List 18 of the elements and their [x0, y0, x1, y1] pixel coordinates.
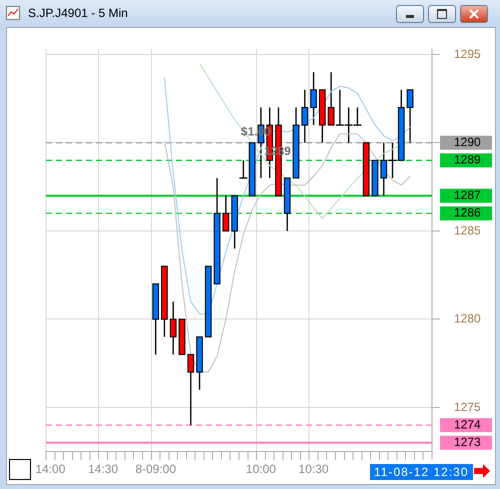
y-tick-label: 1285: [454, 223, 482, 238]
ref-line-label: 1287: [454, 188, 482, 202]
annotation: 1289: [264, 144, 292, 158]
ref-line-label: 1286: [454, 206, 482, 220]
x-tick-label: 14:00: [35, 462, 66, 476]
text: 11-08-12 12:30: [370, 464, 473, 480]
y-tick-label: 1295: [454, 46, 482, 61]
x-tick-label: 10:30: [298, 462, 329, 476]
ref-line-label: 1289: [454, 152, 482, 167]
ref-line-label: 1273: [454, 435, 482, 450]
y-tick-label: 1275: [454, 400, 482, 414]
x-tick-label: 10:00: [246, 462, 276, 476]
y-tick-label: 1290: [454, 135, 482, 150]
x-tick-label: 8-09:00: [135, 462, 176, 476]
ref-line-label: 1274: [454, 417, 482, 432]
y-tick-label: 1280: [454, 312, 482, 326]
x-tick-label: 14:30: [88, 462, 118, 476]
chart-title: S.JP.J4901 - 5 Min: [28, 6, 128, 20]
